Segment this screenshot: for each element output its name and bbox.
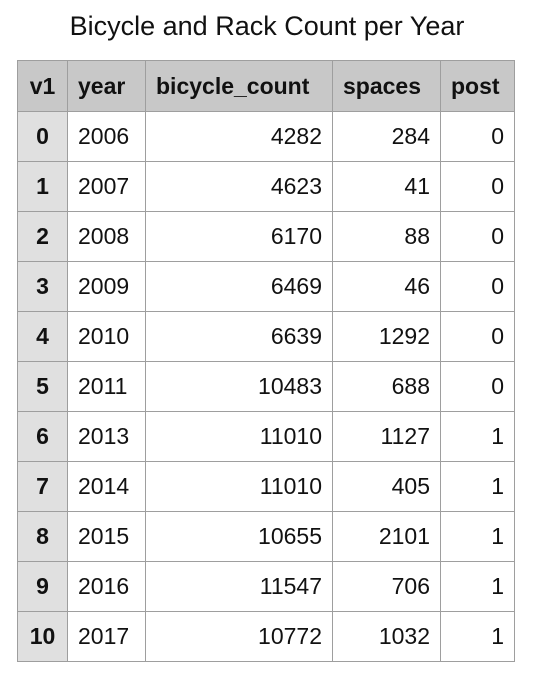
spaces-cell: 46 xyxy=(332,261,441,312)
year-cell: 2007 xyxy=(67,161,146,212)
table-row: 4 2010 6639 1292 0 xyxy=(17,311,515,362)
spaces-cell: 688 xyxy=(332,361,441,412)
post-cell: 1 xyxy=(440,511,515,562)
year-cell: 2015 xyxy=(67,511,146,562)
spaces-cell: 88 xyxy=(332,211,441,262)
post-cell: 1 xyxy=(440,561,515,612)
post-cell: 1 xyxy=(440,411,515,462)
spaces-cell: 706 xyxy=(332,561,441,612)
row-index-cell: 7 xyxy=(17,461,68,512)
table-row: 1 2007 4623 41 0 xyxy=(17,161,515,212)
row-index-cell: 2 xyxy=(17,211,68,262)
post-cell: 1 xyxy=(440,461,515,512)
row-index-cell: 1 xyxy=(17,161,68,212)
row-index-cell: 4 xyxy=(17,311,68,362)
year-cell: 2017 xyxy=(67,611,146,662)
column-header-year: year xyxy=(67,60,146,112)
column-header-v1: v1 xyxy=(17,60,68,112)
bicycle-count-cell: 4282 xyxy=(145,111,333,162)
bicycle-count-cell: 11010 xyxy=(145,461,333,512)
table-row: 7 2014 11010 405 1 xyxy=(17,461,515,512)
bicycle-count-cell: 6469 xyxy=(145,261,333,312)
bicycle-count-cell: 10655 xyxy=(145,511,333,562)
row-index-cell: 0 xyxy=(17,111,68,162)
bicycle-count-cell: 11010 xyxy=(145,411,333,462)
row-index-cell: 8 xyxy=(17,511,68,562)
bicycle-count-cell: 6170 xyxy=(145,211,333,262)
table-row: 8 2015 10655 2101 1 xyxy=(17,511,515,562)
year-cell: 2008 xyxy=(67,211,146,262)
bicycle-count-cell: 6639 xyxy=(145,311,333,362)
year-cell: 2016 xyxy=(67,561,146,612)
year-cell: 2009 xyxy=(67,261,146,312)
row-index-cell: 6 xyxy=(17,411,68,462)
row-index-cell: 9 xyxy=(17,561,68,612)
table-title: Bicycle and Rack Count per Year xyxy=(69,11,465,41)
post-cell: 0 xyxy=(440,311,515,362)
column-header-bicycle-count: bicycle_count xyxy=(145,60,333,112)
spaces-cell: 1032 xyxy=(332,611,441,662)
column-header-post: post xyxy=(440,60,515,112)
year-cell: 2011 xyxy=(67,361,146,412)
row-index-cell: 5 xyxy=(17,361,68,412)
post-cell: 0 xyxy=(440,111,515,162)
table-row: 0 2006 4282 284 0 xyxy=(17,111,515,162)
post-cell: 0 xyxy=(440,161,515,212)
bicycle-count-cell: 10772 xyxy=(145,611,333,662)
row-index-cell: 3 xyxy=(17,261,68,312)
spaces-cell: 1127 xyxy=(332,411,441,462)
bicycle-count-cell: 11547 xyxy=(145,561,333,612)
table-row: 10 2017 10772 1032 1 xyxy=(17,611,515,662)
year-cell: 2006 xyxy=(67,111,146,162)
table-row: 5 2011 10483 688 0 xyxy=(17,361,515,412)
table-row: 9 2016 11547 706 1 xyxy=(17,561,515,612)
bicycle-count-cell: 4623 xyxy=(145,161,333,212)
table-row: 6 2013 11010 1127 1 xyxy=(17,411,515,462)
row-index-cell: 10 xyxy=(17,611,68,662)
spaces-cell: 405 xyxy=(332,461,441,512)
spaces-cell: 1292 xyxy=(332,311,441,362)
year-cell: 2013 xyxy=(67,411,146,462)
table-row: 3 2009 6469 46 0 xyxy=(17,261,515,312)
header-row: v1 year bicycle_count spaces post xyxy=(17,60,515,112)
table-row: 2 2008 6170 88 0 xyxy=(17,211,515,262)
year-cell: 2014 xyxy=(67,461,146,512)
post-cell: 0 xyxy=(440,211,515,262)
year-cell: 2010 xyxy=(67,311,146,362)
spaces-cell: 284 xyxy=(332,111,441,162)
spaces-cell: 41 xyxy=(332,161,441,212)
post-cell: 0 xyxy=(440,261,515,312)
post-cell: 0 xyxy=(440,361,515,412)
post-cell: 1 xyxy=(440,611,515,662)
bicycle-count-cell: 10483 xyxy=(145,361,333,412)
data-table: v1 year bicycle_count spaces post 0 2006 4… xyxy=(17,60,515,662)
spaces-cell: 2101 xyxy=(332,511,441,562)
column-header-spaces: spaces xyxy=(332,60,441,112)
